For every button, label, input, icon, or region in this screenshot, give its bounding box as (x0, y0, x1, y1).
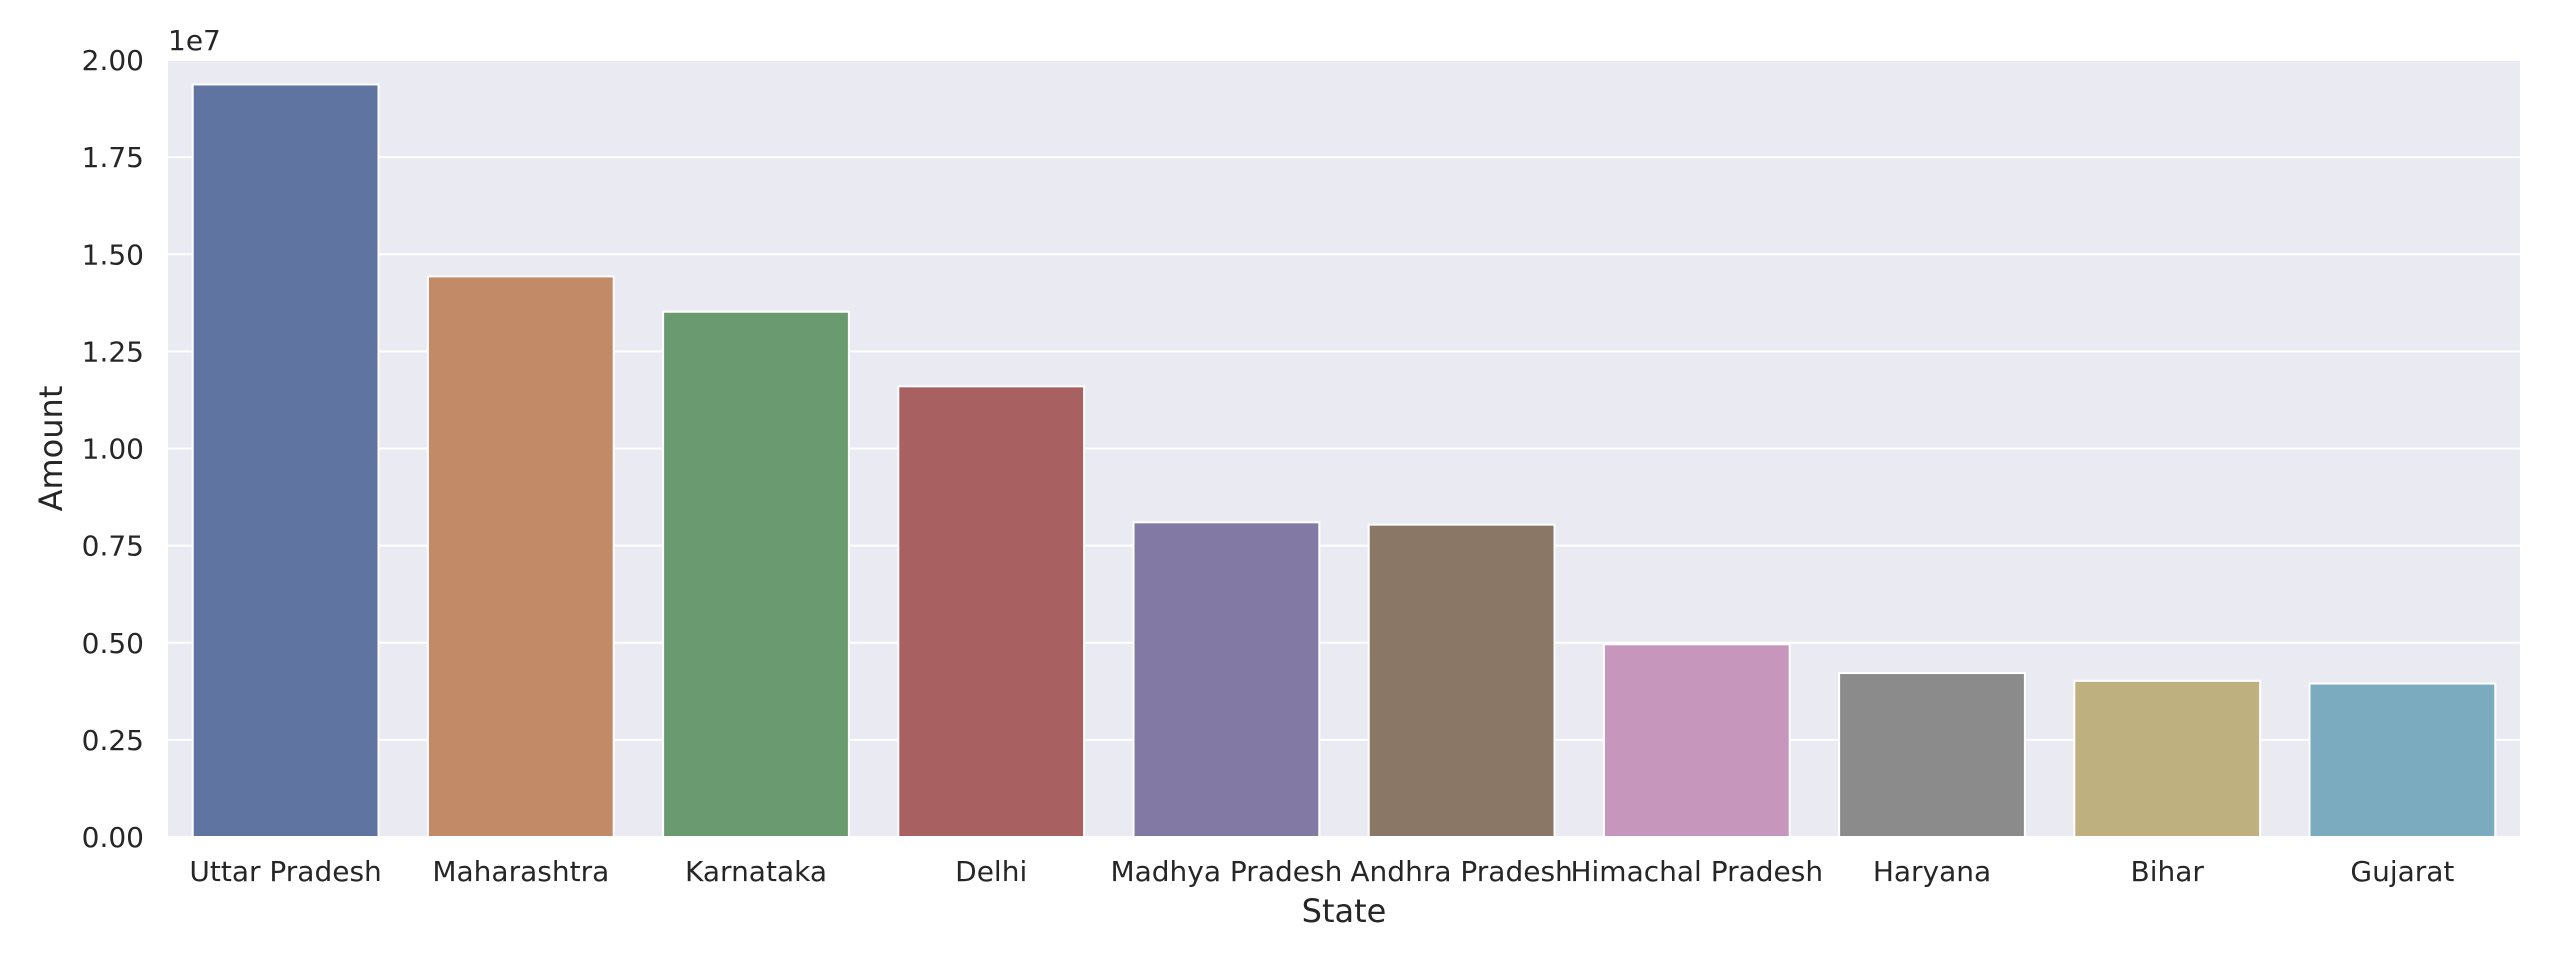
x-tick-label: Gujarat (2350, 855, 2454, 888)
x-tick-label: Karnataka (685, 855, 827, 888)
x-axis-label: State (1302, 892, 1387, 930)
bar-madhya-pradesh (1132, 521, 1321, 838)
bar-gujarat (2308, 682, 2497, 838)
y-tick-label: 1.50 (82, 238, 144, 271)
y-tick-label: 1.25 (82, 335, 144, 368)
bar-delhi (897, 385, 1086, 838)
x-tick-label: Andhra Pradesh (1350, 855, 1572, 888)
y-axis-offset-label: 1e7 (168, 24, 221, 57)
bar-haryana (1838, 672, 2026, 838)
y-tick-label: 1.75 (82, 141, 144, 174)
bar-himachal-pradesh (1602, 643, 1791, 839)
bar-karnataka (662, 310, 850, 838)
bars (191, 83, 2497, 839)
bar-maharashtra (426, 275, 615, 839)
y-tick-label: 1.00 (82, 433, 144, 466)
x-tick-label: Bihar (2130, 855, 2204, 888)
y-tick-label: 2.00 (82, 44, 144, 77)
x-tick-label: Himachal Pradesh (1570, 855, 1823, 888)
y-tick-label: 0.00 (82, 821, 144, 854)
x-tick-label: Madhya Pradesh (1110, 855, 1342, 888)
y-tick-label: 0.75 (82, 530, 144, 563)
x-tick-label: Maharashtra (432, 855, 609, 888)
x-tick-label: Haryana (1873, 855, 1991, 888)
bar-uttar-pradesh (191, 83, 380, 838)
y-tick-label: 0.25 (82, 724, 144, 757)
y-axis-label: Amount (32, 386, 70, 512)
y-axis-ticks: 0.00 0.25 0.50 0.75 1.00 1.25 1.50 1.75 2.00 (82, 44, 144, 854)
x-tick-label: Uttar Pradesh (189, 855, 381, 888)
x-axis-ticks: Uttar Pradesh Maharashtra Karnataka Delhi Ma… (189, 855, 2454, 888)
y-tick-label: 0.50 (82, 627, 144, 660)
bar-andhra-pradesh (1367, 523, 1556, 838)
x-tick-label: Delhi (955, 855, 1027, 888)
bar-bihar (2073, 679, 2262, 838)
